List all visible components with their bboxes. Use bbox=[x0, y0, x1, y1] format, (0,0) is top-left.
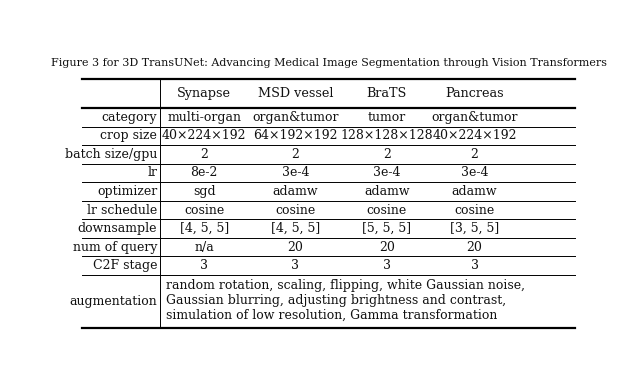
Text: 3e-4: 3e-4 bbox=[373, 166, 401, 179]
Text: 128×128×128: 128×128×128 bbox=[340, 130, 433, 142]
Text: optimizer: optimizer bbox=[97, 185, 157, 198]
Text: adamw: adamw bbox=[364, 185, 410, 198]
Text: adamw: adamw bbox=[452, 185, 497, 198]
Text: 2: 2 bbox=[383, 148, 391, 161]
Text: MSD vessel: MSD vessel bbox=[258, 87, 333, 100]
Text: organ&tumor: organ&tumor bbox=[252, 111, 339, 124]
Text: cosine: cosine bbox=[275, 204, 316, 216]
Text: lr schedule: lr schedule bbox=[87, 204, 157, 216]
Text: 3: 3 bbox=[291, 259, 300, 272]
Text: 20: 20 bbox=[379, 240, 395, 253]
Text: crop size: crop size bbox=[100, 130, 157, 142]
Text: tumor: tumor bbox=[368, 111, 406, 124]
Text: augmentation: augmentation bbox=[70, 295, 157, 308]
Text: 3e-4: 3e-4 bbox=[461, 166, 488, 179]
Text: 2: 2 bbox=[200, 148, 208, 161]
Text: random rotation, scaling, flipping, white Gaussian noise,
Gaussian blurring, adj: random rotation, scaling, flipping, whit… bbox=[166, 279, 525, 322]
Text: 8e-2: 8e-2 bbox=[191, 166, 218, 179]
Text: 20: 20 bbox=[467, 240, 483, 253]
Text: 3e-4: 3e-4 bbox=[282, 166, 309, 179]
Text: 3: 3 bbox=[470, 259, 479, 272]
Text: [4, 5, 5]: [4, 5, 5] bbox=[179, 222, 228, 235]
Text: multi-organ: multi-organ bbox=[167, 111, 241, 124]
Text: Figure 3 for 3D TransUNet: Advancing Medical Image Segmentation through Vision T: Figure 3 for 3D TransUNet: Advancing Med… bbox=[51, 58, 607, 68]
Text: [4, 5, 5]: [4, 5, 5] bbox=[271, 222, 320, 235]
Text: 2: 2 bbox=[470, 148, 479, 161]
Text: [5, 5, 5]: [5, 5, 5] bbox=[362, 222, 412, 235]
Text: 40×224×192: 40×224×192 bbox=[432, 130, 516, 142]
Text: cosine: cosine bbox=[184, 204, 224, 216]
Text: 20: 20 bbox=[287, 240, 303, 253]
Text: 3: 3 bbox=[383, 259, 391, 272]
Text: Pancreas: Pancreas bbox=[445, 87, 504, 100]
Text: n/a: n/a bbox=[195, 240, 214, 253]
Text: downsample: downsample bbox=[78, 222, 157, 235]
Text: C2F stage: C2F stage bbox=[93, 259, 157, 272]
Text: lr: lr bbox=[147, 166, 157, 179]
Text: cosine: cosine bbox=[367, 204, 407, 216]
Text: sgd: sgd bbox=[193, 185, 216, 198]
Text: num of query: num of query bbox=[73, 240, 157, 253]
Text: cosine: cosine bbox=[454, 204, 495, 216]
Text: BraTS: BraTS bbox=[367, 87, 407, 100]
Text: [3, 5, 5]: [3, 5, 5] bbox=[450, 222, 499, 235]
Text: adamw: adamw bbox=[273, 185, 318, 198]
Text: 2: 2 bbox=[292, 148, 300, 161]
Text: batch size/gpu: batch size/gpu bbox=[65, 148, 157, 161]
Text: Synapse: Synapse bbox=[177, 87, 231, 100]
Text: 40×224×192: 40×224×192 bbox=[162, 130, 246, 142]
Text: 64×192×192: 64×192×192 bbox=[253, 130, 338, 142]
Text: organ&tumor: organ&tumor bbox=[431, 111, 518, 124]
Text: 3: 3 bbox=[200, 259, 208, 272]
Text: category: category bbox=[102, 111, 157, 124]
